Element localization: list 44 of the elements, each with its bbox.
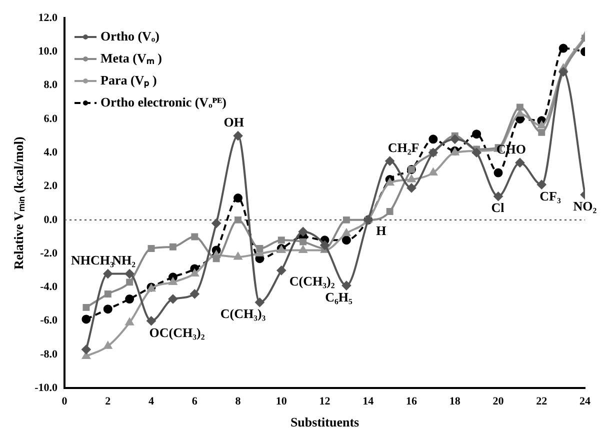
y-tick-label: 12.0 <box>38 12 58 24</box>
y-tick-label: -10.0 <box>34 382 58 394</box>
x-tick-label: 16 <box>406 396 418 408</box>
annotation: CF₃ <box>540 188 561 204</box>
y-tick-label: 4.0 <box>44 146 58 158</box>
annotation: H <box>376 222 386 238</box>
annotation: OH <box>224 114 244 130</box>
legend-label: Meta (Vₘ ) <box>100 50 162 66</box>
y-tick-label: 2.0 <box>44 180 58 192</box>
x-tick-label: 2 <box>105 396 112 408</box>
y-tick-label: 0.0 <box>44 214 58 226</box>
annotation: NO₂ <box>573 198 597 214</box>
y-tick-label: 10.0 <box>38 46 58 58</box>
x-tick-label: 20 <box>492 396 504 408</box>
x-tick-label: 10 <box>276 396 288 408</box>
x-tick-label: 18 <box>449 396 461 408</box>
x-tick-label: 22 <box>536 396 548 408</box>
annotation: CH₂F <box>388 140 420 155</box>
legend-label: Ortho electronic (Vₒᴾᴱ) <box>100 94 226 110</box>
annotation: Cl <box>491 200 505 216</box>
y-tick-label: -4.0 <box>40 281 58 294</box>
x-tick-label: 8 <box>235 396 242 408</box>
x-tick-label: 0 <box>62 396 68 408</box>
y-tick-label: -2.0 <box>40 247 58 260</box>
legend-label: Ortho (Vₒ) <box>100 28 160 44</box>
y-axis-title: Relative Vₘᵢₙ (kcal/mol) <box>11 136 26 270</box>
y-tick-label: -6.0 <box>40 314 58 327</box>
x-tick-label: 4 <box>148 396 155 408</box>
annotation: NH₂ <box>112 252 136 268</box>
y-tick-label: -8.0 <box>40 348 58 360</box>
x-tick-label: 24 <box>580 396 591 408</box>
annotation: C(CH₃)₂ <box>289 273 335 288</box>
annotation: OC(CH₃)₂ <box>149 324 205 340</box>
x-tick-label: 12 <box>319 396 331 408</box>
annotation: CHO <box>496 142 526 157</box>
x-axis-title: Substituents <box>290 414 360 430</box>
x-tick-label: 6 <box>192 396 198 408</box>
annotation: NHCH₃ <box>70 252 114 268</box>
annotation: C(CH₃)₃ <box>220 306 266 322</box>
y-tick-label: 8.0 <box>44 79 58 92</box>
legend-label: Para (Vₚ ) <box>100 72 157 88</box>
y-tick-label: 6.0 <box>44 112 58 125</box>
annotation: C₆H₅ <box>325 289 353 304</box>
x-tick-label: 14 <box>362 396 374 408</box>
